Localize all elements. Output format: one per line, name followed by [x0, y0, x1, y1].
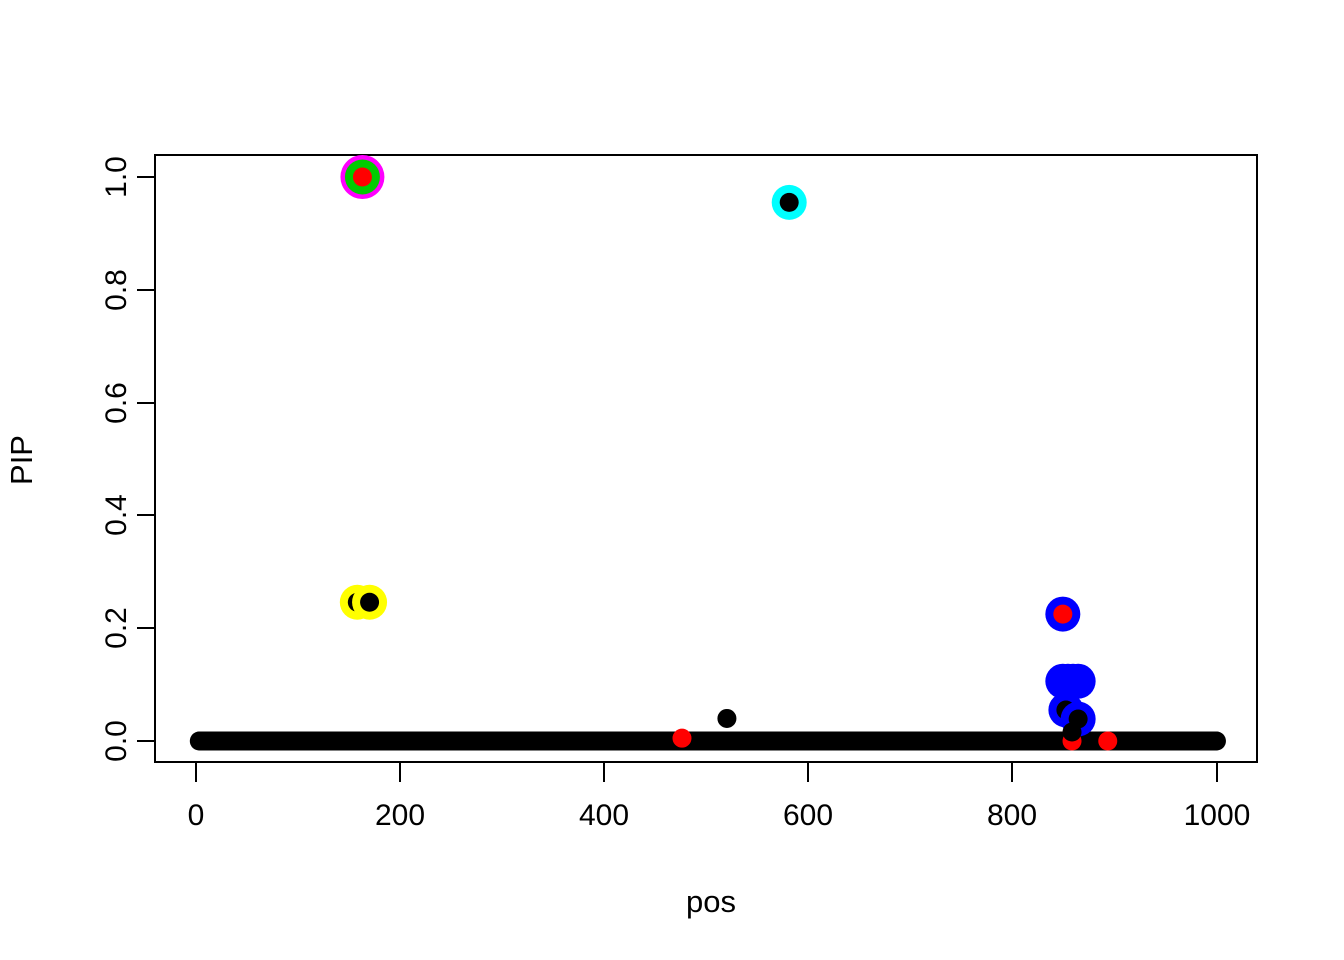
y-tick-label-4: 0.8 [100, 269, 133, 311]
data-point [717, 708, 737, 728]
data-point [1053, 604, 1073, 624]
x-axis-ticks [194, 762, 1219, 782]
data-point [352, 167, 372, 187]
x-axis-title: pos [686, 884, 736, 919]
y-tick-label-2: 0.4 [100, 494, 133, 536]
y-axis-ticks [137, 175, 155, 743]
y-axis-tick-labels: 0.0 0.2 0.4 0.6 0.8 1.0 [100, 156, 133, 762]
y-tick-label-5: 1.0 [100, 156, 133, 198]
x-tick-label-1: 200 [375, 799, 425, 832]
data-point [1062, 722, 1082, 742]
x-tick-label-3: 600 [783, 799, 833, 832]
y-tick-label-1: 0.2 [100, 607, 133, 649]
x-axis-tick-labels: 0 200 400 600 800 1000 [188, 799, 1251, 832]
data-point-baseline [1206, 731, 1226, 751]
data-point [672, 728, 692, 748]
data-points-layer [189, 155, 1226, 751]
x-tick-label-2: 400 [579, 799, 629, 832]
data-point [1098, 731, 1118, 751]
y-tick-label-3: 0.6 [100, 382, 133, 424]
x-tick-label-5: 1000 [1184, 799, 1251, 832]
x-tick-label-0: 0 [188, 799, 205, 832]
y-tick-label-0: 0.0 [100, 720, 133, 762]
x-tick-label-4: 800 [987, 799, 1037, 832]
data-point [779, 192, 799, 212]
data-point [360, 592, 380, 612]
data-point [1068, 671, 1088, 691]
y-axis-title: PIP [4, 435, 39, 485]
